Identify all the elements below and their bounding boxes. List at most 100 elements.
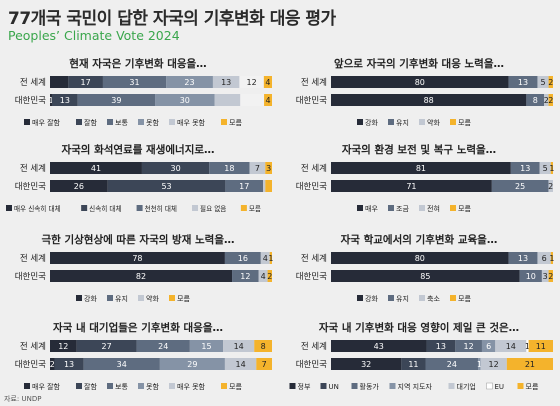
category-label: 대한민국 xyxy=(296,181,327,192)
legend-swatch xyxy=(320,383,327,389)
bar-segment xyxy=(331,358,402,370)
bar-segment xyxy=(224,358,257,370)
data-label: 2 xyxy=(50,360,55,369)
data-label: 7 xyxy=(262,360,267,369)
bar-segment xyxy=(54,358,84,370)
bar-segment xyxy=(249,162,266,174)
data-label: 11 xyxy=(536,342,546,351)
bar-segment xyxy=(50,340,77,352)
bar-segment xyxy=(548,180,553,192)
data-label: 31 xyxy=(129,78,139,87)
bar-segment xyxy=(331,270,520,282)
legend-label: 보통 xyxy=(115,119,128,127)
chart-panel-2: 앞으로 자국의 기후변화 대응 노력을… 전 세계 80 13 5 2 대한민국 88 8 2 2… xyxy=(285,56,554,134)
chart-panel-6: 자국 학교에서의 기후변화 교육을… 전 세계 80 13 6 1 대한민국 85 10 3 2 강… xyxy=(285,232,555,310)
legend-swatch xyxy=(169,119,175,125)
legend-label: 강화 xyxy=(365,294,378,303)
category-label: 대한민국 xyxy=(15,271,46,282)
chart-panel-8: 자국 내 기후변화 대응 영향이 제일 큰 것은… 전 세계 43 13 12 6 14 1… xyxy=(285,320,553,398)
bar-segment xyxy=(212,76,240,88)
bar-segment xyxy=(258,270,268,282)
legend-label: EU xyxy=(495,383,505,391)
bar-segment xyxy=(331,252,509,264)
legend-swatch xyxy=(24,119,30,125)
bar-segment xyxy=(331,340,427,352)
bar-segment xyxy=(83,358,160,370)
data-label: 39 xyxy=(111,96,121,105)
data-label: 4 xyxy=(265,78,270,87)
data-label: 12 xyxy=(240,272,250,281)
chart-title: 자국의 환경 보전 및 복구 노력을… xyxy=(341,144,497,156)
legend-swatch xyxy=(448,383,455,389)
bar-segment xyxy=(331,162,511,174)
bar-segment xyxy=(107,180,226,192)
data-label: 1 xyxy=(268,254,273,263)
legend-label: 강화 xyxy=(84,294,97,303)
bar-segment xyxy=(265,162,272,174)
legend-label: 매우 잘함 xyxy=(32,382,61,391)
data-label: 88 xyxy=(424,96,434,105)
category-label: 대한민국 xyxy=(296,359,327,370)
category-label: 대한민국 xyxy=(15,181,46,192)
legend-label: 필요 없음 xyxy=(200,205,226,213)
data-label: 2 xyxy=(548,272,553,281)
bar-segment xyxy=(544,94,549,106)
data-label: 2 xyxy=(267,272,272,281)
legend-label: 조금 xyxy=(396,205,409,213)
legend-label: 유지 xyxy=(396,294,409,303)
data-label: 13 xyxy=(64,360,74,369)
bar-segment xyxy=(166,76,213,88)
legend-swatch xyxy=(289,383,296,389)
bar-segment xyxy=(537,252,551,264)
category-label: 대한민국 xyxy=(296,271,327,282)
bar-segment xyxy=(331,76,509,88)
data-label: 14 xyxy=(506,342,516,351)
data-label: 13 xyxy=(221,78,231,87)
legend-swatch xyxy=(138,383,144,389)
bar-segment xyxy=(478,358,481,370)
bar-segment xyxy=(331,94,527,106)
legend-label: 강화 xyxy=(365,118,378,127)
data-label: 6 xyxy=(486,342,491,351)
legend-swatch xyxy=(486,382,493,390)
chart-panel-1: 현재 자국은 기후변화 대응을… 전 세계 17 31 23 13 12 4 대한민국 1 13 3… xyxy=(4,56,272,134)
data-label: 21 xyxy=(525,360,535,369)
category-label: 전 세계 xyxy=(20,163,46,174)
legend-label: 잘함 xyxy=(84,382,97,391)
source-note: 자료: UNDP xyxy=(4,395,42,403)
legend-label: 모름 xyxy=(229,383,242,391)
data-label: 2 xyxy=(548,182,553,191)
legend-label: 축소 xyxy=(427,294,440,303)
bar-segment xyxy=(528,340,553,352)
bar-segment xyxy=(455,340,482,352)
bar-segment xyxy=(51,94,78,106)
bar-segment xyxy=(506,358,553,370)
data-label: 13 xyxy=(436,342,446,351)
data-label: 82 xyxy=(136,272,146,281)
bar-segment xyxy=(265,180,272,192)
legend-label: 지역 지도자 xyxy=(398,382,433,391)
bar-segment xyxy=(508,76,538,88)
chart-panel-7: 자국 내 대기업들은 기후변화 대응을… 전 세계 12 27 24 15 14 8 대한민국… xyxy=(4,320,272,398)
legend-label: 잘함 xyxy=(84,118,97,127)
legend-label: 모름 xyxy=(249,205,261,213)
legend-swatch xyxy=(107,119,113,125)
data-label: 34 xyxy=(117,360,127,369)
legend-swatch xyxy=(221,119,227,125)
data-label: 25 xyxy=(515,182,525,191)
data-label: 3 xyxy=(266,164,271,173)
data-label: 1 xyxy=(48,96,53,105)
legend-label: 매우 못함 xyxy=(177,382,206,391)
bar-segment xyxy=(254,340,272,352)
data-label: 13 xyxy=(60,96,70,105)
data-label: 13 xyxy=(518,78,528,87)
chart-title: 자국 내 기후변화 대응 영향이 제일 큰 것은… xyxy=(318,322,520,334)
page-title: 77개국 국민이 답한 자국의 기후변화 대응 평가 xyxy=(8,9,336,29)
data-label: 24 xyxy=(158,342,168,351)
data-label: 71 xyxy=(406,182,416,191)
legend-swatch xyxy=(450,205,456,211)
page-subtitle: Peoples’ Climate Vote 2024 xyxy=(8,28,180,43)
bar-segment xyxy=(239,76,264,88)
